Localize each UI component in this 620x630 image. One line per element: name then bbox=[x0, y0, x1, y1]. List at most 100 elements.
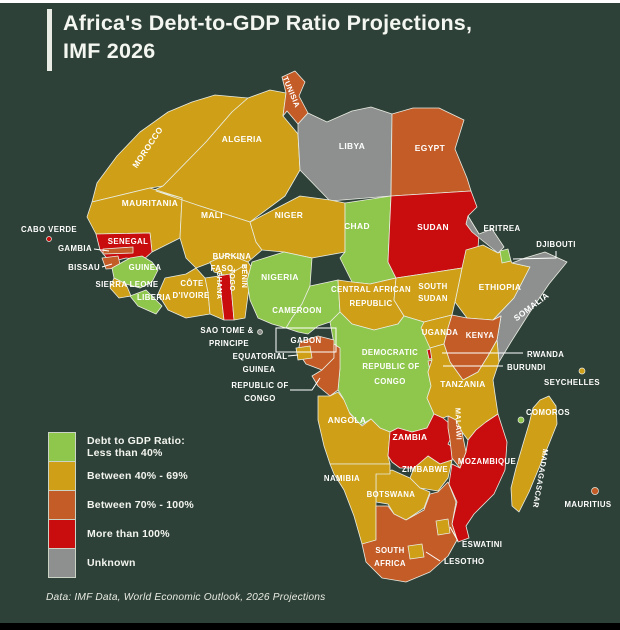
country-label-senegal: SENEGAL bbox=[108, 237, 149, 246]
country-label-central_african_republic-1: REPUBLIC bbox=[349, 299, 392, 308]
country-label-mauritius: MAURITIUS bbox=[565, 500, 612, 509]
country-label-zimbabwe: ZIMBABWE bbox=[402, 465, 448, 474]
country-label-guinea_bissau: BISSAU bbox=[68, 263, 100, 272]
country-label-cote_divoire: CÔTE bbox=[180, 279, 203, 288]
country-label-togo: TOGO bbox=[228, 269, 237, 292]
legend-item-unknown: Unknown bbox=[48, 548, 194, 578]
country-label-zambia: ZAMBIA bbox=[393, 432, 428, 442]
country-comoros bbox=[517, 416, 525, 424]
country-label-libya: LIBYA bbox=[339, 141, 365, 151]
country-label-eswatini: ESWATINI bbox=[462, 540, 502, 549]
country-benin bbox=[229, 264, 251, 321]
country-madagascar bbox=[510, 395, 558, 513]
legend-swatch-gt100 bbox=[48, 519, 76, 549]
country-label-burkina_faso: BURKINA bbox=[213, 252, 252, 261]
country-gambia bbox=[102, 246, 134, 255]
country-label-drc-1: REPUBLIC OF bbox=[362, 362, 419, 371]
legend-label-line: Less than 40% bbox=[87, 447, 163, 459]
legend-label-line: Between 70% - 100% bbox=[87, 498, 194, 511]
country-label-malawi: MALAWI bbox=[453, 408, 463, 441]
country-label-lesotho: LESOTHO bbox=[444, 557, 485, 566]
country-label-sudan: SUDAN bbox=[417, 222, 449, 232]
country-botswana bbox=[375, 469, 431, 521]
country-malawi bbox=[447, 415, 467, 469]
country-south_sudan bbox=[393, 267, 463, 323]
country-label-mozambique: MOZAMBIQUE bbox=[458, 457, 516, 466]
title-line-2: IMF 2026 bbox=[63, 39, 156, 63]
country-label-sao_tome_principe-1: PRINCIPE bbox=[209, 339, 249, 348]
country-label-gambia: GAMBIA bbox=[58, 244, 92, 253]
country-lesotho bbox=[407, 543, 425, 560]
legend-label-70-100: Between 70% - 100% bbox=[87, 490, 194, 520]
country-label-ethiopia: ETHIOPIA bbox=[479, 282, 522, 292]
country-label-seychelles: SEYCHELLES bbox=[544, 378, 600, 387]
leader-line-djibouti bbox=[512, 251, 557, 260]
country-tunisia bbox=[281, 70, 309, 125]
leader-line-equatorial_guinea bbox=[287, 354, 299, 357]
legend-item-gt100: More than 100% bbox=[48, 519, 194, 549]
country-label-south_africa-1: AFRICA bbox=[374, 559, 406, 568]
country-label-drc-2: CONGO bbox=[374, 377, 405, 386]
header: Africa's Debt-to-GDP Ratio Projections, … bbox=[47, 9, 472, 71]
country-label-liberia: LIBERIA bbox=[137, 293, 171, 302]
title-line-1: Africa's Debt-to-GDP Ratio Projections, bbox=[63, 11, 473, 35]
country-label-nigeria: NIGERIA bbox=[261, 272, 299, 282]
bottom-bar bbox=[0, 623, 620, 630]
country-label-namibia: NAMIBIA bbox=[324, 474, 360, 483]
country-label-uganda: UGANDA bbox=[422, 328, 459, 337]
country-label-south_sudan: SOUTH bbox=[418, 282, 447, 291]
country-label-cabo_verde: CABO VERDE bbox=[21, 225, 77, 234]
leader-line-guinea_bissau bbox=[101, 263, 113, 268]
legend-label-40-69: Between 40% - 69% bbox=[87, 461, 188, 491]
country-libya bbox=[297, 106, 393, 202]
legend-label-gt100: More than 100% bbox=[87, 519, 170, 549]
page-title: Africa's Debt-to-GDP Ratio Projections, … bbox=[63, 9, 472, 71]
leader-line-lesotho bbox=[425, 551, 441, 562]
legend-item-40-69: Between 40% - 69% bbox=[48, 461, 194, 491]
country-label-egypt: EGYPT bbox=[415, 143, 446, 153]
country-label-kenya: KENYA bbox=[466, 331, 495, 340]
country-chad bbox=[339, 195, 397, 285]
country-label-botswana: BOTSWANA bbox=[367, 490, 416, 499]
country-label-south_sudan-1: SUDAN bbox=[418, 294, 448, 303]
legend-label-line: Debt to GDP Ratio: bbox=[87, 434, 185, 447]
legend-swatch-70-100 bbox=[48, 490, 76, 520]
country-label-mali: MALI bbox=[201, 210, 223, 220]
country-label-equatorial_guinea: EQUATORIAL bbox=[233, 352, 288, 361]
country-label-south_africa: SOUTH bbox=[375, 546, 404, 555]
legend-swatch-unknown bbox=[48, 548, 76, 578]
legend-swatch-40-69 bbox=[48, 461, 76, 491]
country-eswatini bbox=[435, 518, 451, 536]
country-sierra_leone bbox=[109, 277, 132, 299]
country-mauritius bbox=[591, 487, 599, 495]
legend-label-lt40: Debt to GDP Ratio: Less than 40% bbox=[87, 432, 185, 462]
country-label-algeria: ALGERIA bbox=[222, 134, 263, 144]
country-label-burundi: BURUNDI bbox=[507, 363, 546, 372]
country-label-cameroon: CAMEROON bbox=[272, 306, 322, 315]
legend-item-lt40: Debt to GDP Ratio: Less than 40% bbox=[48, 432, 194, 462]
country-angola bbox=[317, 391, 391, 465]
country-label-republic_of_congo-1: CONGO bbox=[244, 394, 275, 403]
country-djibouti bbox=[499, 248, 512, 264]
legend: Debt to GDP Ratio: Less than 40% Between 4… bbox=[48, 432, 194, 578]
country-liberia bbox=[129, 289, 163, 315]
country-label-djibouti: DJIBOUTI bbox=[536, 240, 576, 249]
country-equatorial_guinea bbox=[295, 345, 313, 361]
country-cabo_verde bbox=[46, 236, 52, 242]
country-label-tanzania: TANZANIA bbox=[440, 379, 485, 389]
country-label-equatorial_guinea-1: GUINEA bbox=[243, 365, 276, 374]
country-label-republic_of_congo: REPUBLIC OF bbox=[231, 381, 288, 390]
label-box-gabon bbox=[275, 327, 337, 353]
country-label-ghana: GHANA bbox=[215, 270, 224, 299]
data-source: Data: IMF Data, World Economic Outlook, … bbox=[46, 592, 326, 603]
legend-swatch-lt40 bbox=[48, 432, 76, 462]
leader-line-eswatini bbox=[449, 526, 459, 542]
country-label-drc: DEMOCRATIC bbox=[362, 348, 418, 357]
country-niger bbox=[249, 195, 346, 259]
country-label-benin: BENIN bbox=[240, 264, 249, 288]
legend-label-unknown: Unknown bbox=[87, 548, 136, 578]
country-sao_tome_principe bbox=[257, 329, 263, 335]
legend-label-line: Between 40% - 69% bbox=[87, 469, 188, 482]
country-label-sao_tome_principe: SAO TOME & bbox=[200, 326, 253, 335]
